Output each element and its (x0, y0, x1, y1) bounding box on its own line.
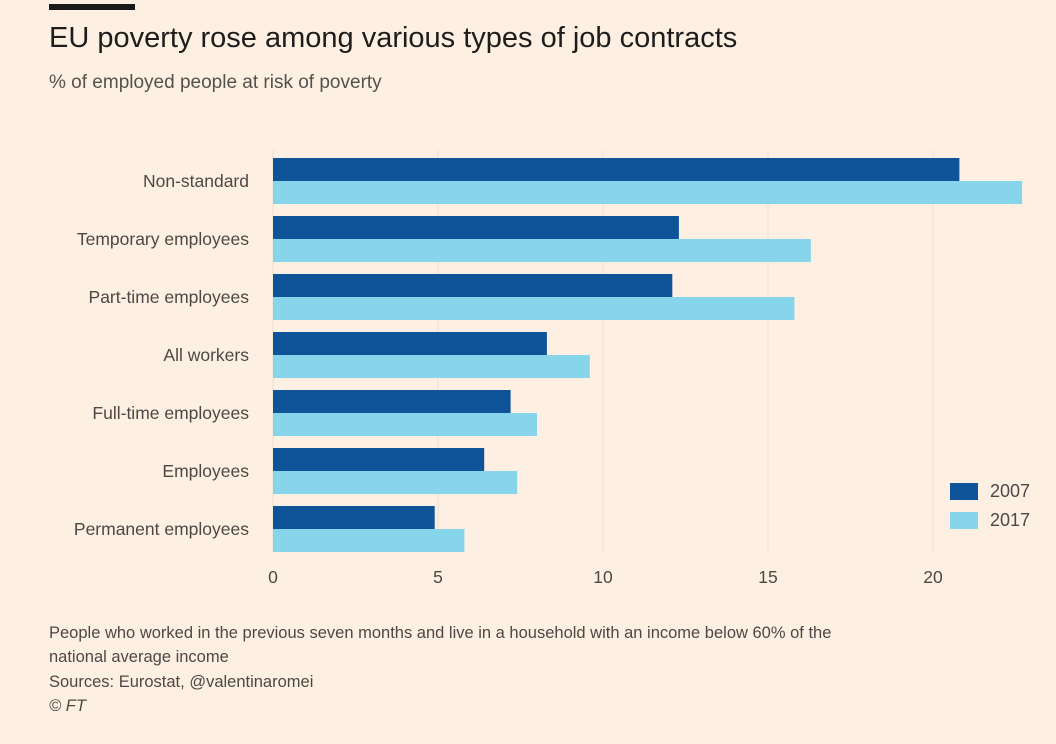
legend-swatch-2017 (950, 512, 978, 529)
footnote-line-2: national average income (49, 648, 229, 666)
legend-label-2007: 2007 (990, 481, 1031, 501)
legend-item-2007: 2007 (950, 481, 1030, 502)
bar-chart: Non-standard Temporary employees Part-time… (74, 150, 1023, 587)
x-tick-label: 15 (758, 567, 777, 587)
category-label: Full-time employees (92, 403, 249, 423)
bar-2007-full-time-employees (273, 390, 511, 413)
bar-2007-part-time-employees (273, 274, 673, 297)
category-label: Employees (162, 461, 249, 481)
legend-swatch-2007 (950, 483, 978, 500)
bar-2017-temporary-employees (273, 239, 811, 262)
bar-2007-non-standard (273, 158, 960, 181)
bar-2017-all-workers (273, 355, 590, 378)
category-label: Permanent employees (74, 519, 249, 539)
bar-2007-permanent-employees (273, 506, 435, 529)
bar-2017-employees (273, 471, 518, 494)
x-tick-label: 20 (923, 567, 943, 587)
bar-2007-all-workers (273, 332, 547, 355)
chart-subtitle: % of employed people at risk of poverty (49, 72, 382, 93)
footnote-line-1: People who worked in the previous seven … (49, 624, 832, 642)
category-label: Temporary employees (77, 229, 249, 249)
sources: Sources: Eurostat, @valentinaromei (49, 673, 314, 691)
x-tick-label: 0 (268, 567, 278, 587)
category-label: All workers (163, 345, 249, 365)
bar-2017-permanent-employees (273, 529, 465, 552)
bar-2007-employees (273, 448, 485, 471)
bar-2007-temporary-employees (273, 216, 679, 239)
x-tick-label: 5 (433, 567, 443, 587)
category-label: Part-time employees (89, 287, 250, 307)
bar-2017-full-time-employees (273, 413, 537, 436)
copyright: © FT (49, 697, 86, 715)
category-label: Non-standard (143, 171, 249, 191)
x-tick-label: 10 (593, 567, 613, 587)
chart-title: EU poverty rose among various types of j… (49, 22, 738, 54)
brand-bar (49, 4, 135, 10)
bar-2017-non-standard (273, 181, 1023, 204)
bar-2017-part-time-employees (273, 297, 795, 320)
legend-item-2017: 2017 (950, 510, 1030, 531)
legend-label-2017: 2017 (990, 510, 1031, 530)
